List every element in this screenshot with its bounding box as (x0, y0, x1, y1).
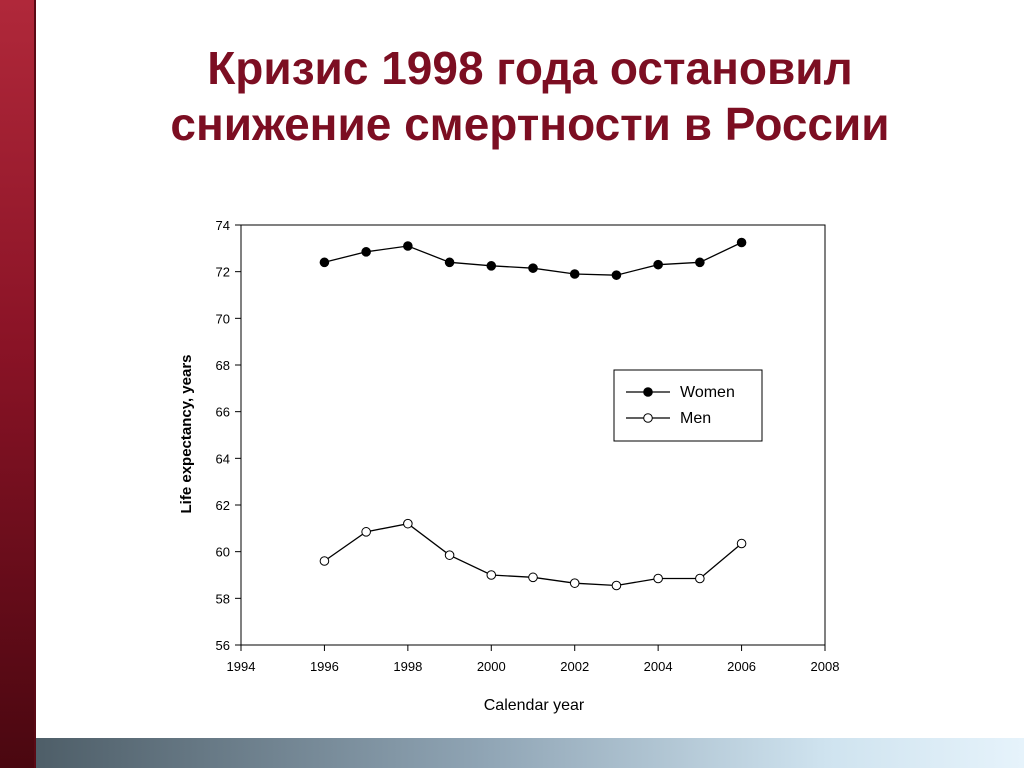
data-point-women (653, 259, 663, 270)
data-point-women (486, 261, 497, 271)
left-accent-bar (0, 0, 36, 768)
y-tick-label: 68 (216, 358, 230, 373)
data-point-men (611, 580, 622, 591)
x-tick-label: 2008 (811, 659, 840, 674)
data-point-men (361, 527, 371, 537)
legend-label-women: Women (680, 384, 735, 401)
data-point-women (444, 257, 455, 268)
life-expectancy-chart: 56 58 60 62 64 66 68 70 72 74 1994 1996 1998 2000 2002… (178, 218, 840, 714)
x-tick-label: 2006 (727, 659, 756, 674)
x-tick-label: 1998 (393, 659, 422, 674)
data-point-men (486, 570, 497, 580)
data-point-men (528, 572, 538, 583)
chart-axes: 56 58 60 62 64 66 68 70 72 74 1994 1996 1998 2000 2002… (216, 218, 840, 674)
legend-label-men: Men (680, 410, 711, 427)
legend-marker-men (643, 413, 653, 423)
y-tick-label: 58 (216, 591, 230, 606)
y-tick-label: 60 (216, 545, 230, 560)
chart-series-layer (319, 237, 747, 591)
y-axis-label: Life expectancy, years (178, 355, 195, 514)
data-point-women (528, 263, 538, 273)
data-point-men (736, 538, 747, 549)
data-point-men (695, 573, 705, 584)
y-tick-label: 64 (216, 451, 230, 466)
x-tick-label: 2002 (560, 659, 589, 674)
data-point-men (403, 518, 413, 529)
data-point-men (569, 578, 580, 588)
slide-title: Кризис 1998 года остановил снижение смер… (60, 40, 1000, 152)
legend-box (613, 369, 763, 442)
x-axis-label: Calendar year (484, 697, 585, 714)
slide-title-line-2: снижение смертности в России (170, 98, 890, 150)
plot-frame (240, 224, 826, 646)
data-point-women (695, 257, 705, 268)
data-point-women (569, 269, 580, 279)
chart-legend: Women Men (613, 369, 763, 442)
data-point-men (319, 556, 330, 566)
data-point-women (319, 257, 330, 268)
y-tick-label: 74 (216, 218, 230, 233)
data-point-women (611, 270, 622, 280)
data-point-women (736, 237, 747, 248)
legend-marker-women (643, 387, 653, 397)
y-tick-label: 72 (216, 265, 230, 280)
bottom-gradient-bar (36, 738, 1024, 768)
y-tick-label: 62 (216, 498, 230, 513)
y-tick-label: 66 (216, 405, 230, 420)
x-tick-label: 1994 (227, 659, 256, 674)
data-point-women (403, 241, 413, 251)
y-tick-label: 70 (216, 311, 230, 326)
y-tick-label: 56 (216, 638, 230, 653)
data-point-men (653, 573, 663, 584)
x-tick-label: 1996 (310, 659, 339, 674)
x-tick-label: 2000 (477, 659, 506, 674)
data-point-men (444, 550, 455, 560)
data-point-women (361, 247, 371, 257)
x-tick-label: 2004 (644, 659, 673, 674)
slide-title-line-1: Кризис 1998 года остановил (207, 42, 853, 94)
